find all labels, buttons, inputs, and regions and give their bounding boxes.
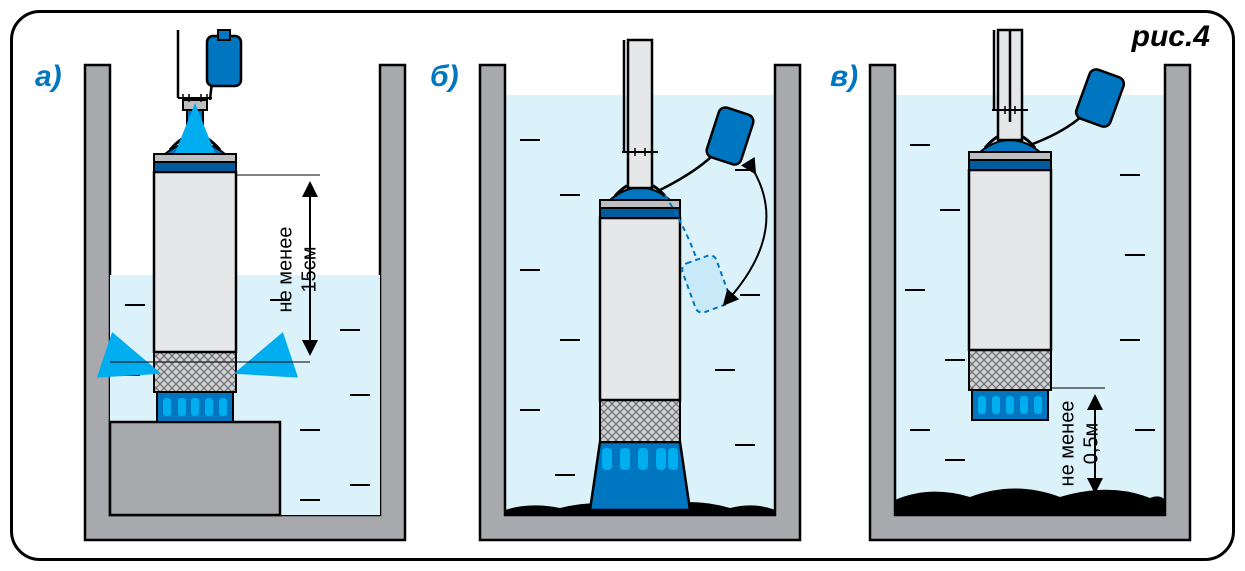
dim-a-text1: не менее (275, 220, 298, 320)
dim-a-text2: 15см (299, 220, 322, 320)
pump-a (154, 30, 241, 422)
panel-c (870, 30, 1190, 540)
figure-container: рис.4 а) б) в) (0, 0, 1245, 571)
panel-b (480, 40, 800, 540)
panel-a (85, 30, 405, 540)
dim-c-text2: 0,5м (1081, 394, 1104, 494)
dim-c-text1: не менее (1057, 394, 1080, 494)
